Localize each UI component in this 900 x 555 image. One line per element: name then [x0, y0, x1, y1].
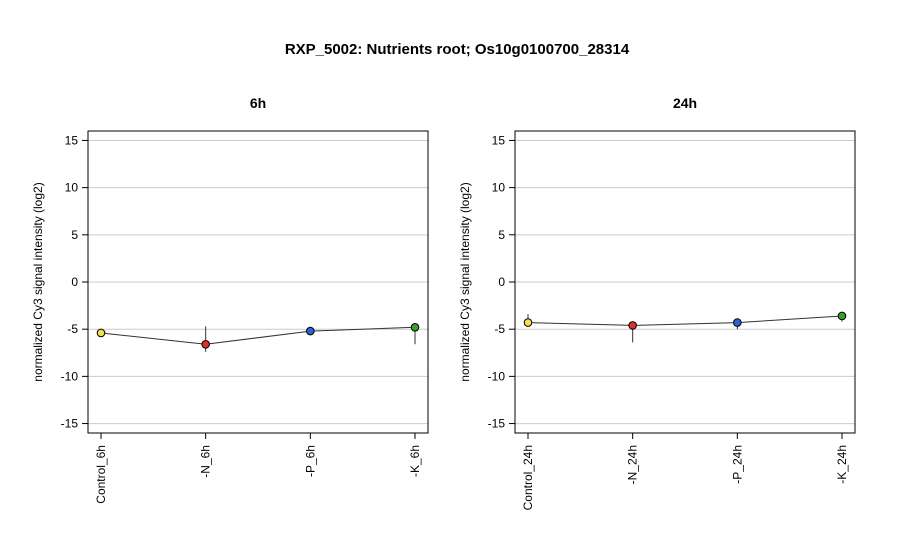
- x-tick-label: -N_24h: [626, 445, 640, 484]
- data-point: [306, 326, 315, 336]
- data-point: [837, 311, 847, 321]
- x-tick-label: -N_6h: [199, 445, 213, 478]
- series-line: [527, 315, 843, 326]
- data-point: [523, 318, 533, 327]
- panel-1: 24h -15 -10 -5 0 5 10 15 normalized Cy3 signal i…: [458, 95, 856, 510]
- figure-title: RXP_5002: Nutrients root; Os10g0100700_2…: [285, 41, 630, 58]
- y-tick-label: -5: [67, 322, 78, 336]
- y-tick-label: 5: [71, 228, 78, 242]
- x-tick-label: Control_6h: [94, 445, 108, 504]
- data-point: [96, 328, 106, 338]
- x-tick-label: -P_6h: [303, 445, 317, 477]
- y-tick-label: -15: [61, 417, 79, 431]
- x-tick-label: Control_24h: [521, 445, 535, 510]
- y-tick-label: 0: [71, 275, 78, 289]
- y-tick-label: -10: [61, 369, 79, 383]
- y-tick-label: 0: [498, 275, 505, 289]
- y-tick-label: -5: [494, 322, 505, 336]
- x-tick-label: -K_6h: [408, 445, 422, 477]
- y-tick-label: 5: [498, 228, 505, 242]
- y-tick-label: 10: [65, 181, 79, 195]
- data-point: [628, 321, 637, 330]
- data-point: [410, 323, 420, 332]
- y-tick-label: -10: [488, 369, 506, 383]
- x-tick-label: -P_24h: [730, 445, 744, 484]
- data-point: [733, 318, 742, 327]
- y-axis-label: normalized Cy3 signal intensity (log2): [458, 182, 472, 381]
- y-tick-label: 15: [492, 133, 506, 147]
- panel-title: 6h: [250, 95, 266, 111]
- y-axis-label: normalized Cy3 signal intensity (log2): [31, 182, 45, 381]
- x-tick-label: -K_24h: [835, 445, 849, 484]
- data-point: [201, 339, 210, 349]
- y-tick-label: -15: [488, 417, 506, 431]
- chart-panels: 6h -15 -10 -5 0 5 10 15 normalized Cy3 signal in…: [31, 95, 856, 510]
- panel-title: 24h: [673, 95, 697, 111]
- series-line: [100, 326, 416, 345]
- y-tick-label: 10: [492, 181, 506, 195]
- y-tick-label: 15: [65, 133, 79, 147]
- panel-0: 6h -15 -10 -5 0 5 10 15 normalized Cy3 signal in…: [31, 95, 429, 504]
